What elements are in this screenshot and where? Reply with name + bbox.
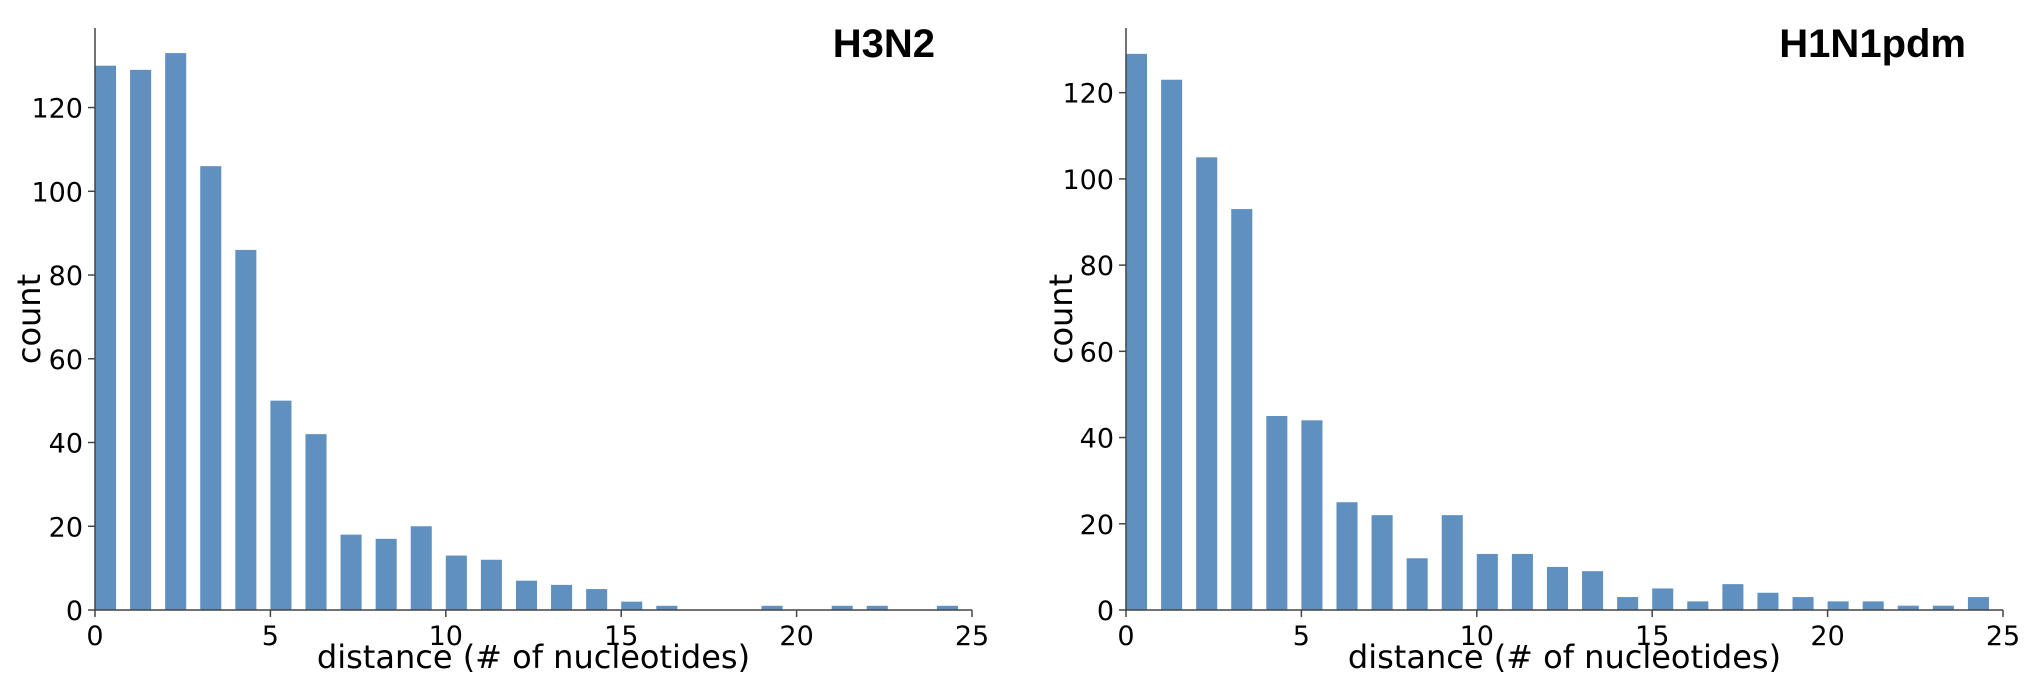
chart-title: H3N2 <box>833 22 935 66</box>
y-tick-label: 80 <box>1080 251 1114 282</box>
bar-1 <box>1161 79 1183 611</box>
x-tick-label: 20 <box>1810 621 1844 652</box>
bar-19 <box>761 605 783 610</box>
bar-9 <box>1441 515 1463 610</box>
bar-0 <box>1126 53 1148 611</box>
bar-1 <box>130 69 152 611</box>
x-tick-label: 5 <box>262 621 279 652</box>
bar-16 <box>656 605 678 610</box>
chart-title: H1N1pdm <box>1779 22 1966 66</box>
bar-20 <box>1827 601 1849 610</box>
bar-11 <box>1511 553 1533 610</box>
y-tick-label: 40 <box>1080 424 1114 455</box>
bar-10 <box>445 555 467 610</box>
panel-h3n2: 0 5 10 15 20 25 0 20 40 60 80 100 120 distance (# of … <box>10 22 989 676</box>
bar-13 <box>551 584 573 610</box>
x-tick-label: 25 <box>955 621 989 652</box>
bar-22 <box>866 605 888 610</box>
y-tick-label: 0 <box>1097 596 1114 627</box>
bar-0 <box>95 65 117 611</box>
bar-3 <box>200 166 222 611</box>
bar-4 <box>235 249 257 610</box>
x-tick-label: 0 <box>1117 621 1134 652</box>
bar-8 <box>375 538 397 610</box>
bar-6 <box>1336 502 1358 610</box>
y-tick-label: 60 <box>49 345 83 376</box>
bar-21 <box>831 605 853 610</box>
y-tick-label: 0 <box>66 596 83 627</box>
bar-18 <box>1757 592 1779 610</box>
bar-7 <box>1371 515 1393 610</box>
bar-7 <box>340 534 362 610</box>
y-tick-label: 20 <box>49 512 83 543</box>
bar-21 <box>1862 601 1884 610</box>
bar-22 <box>1897 605 1919 610</box>
bar-13 <box>1582 571 1604 610</box>
x-axis-title: distance (# of nucleotides) <box>317 638 750 676</box>
bar-5 <box>270 400 292 610</box>
bar-24 <box>1967 597 1989 610</box>
bar-10 <box>1476 553 1498 610</box>
bar-24 <box>936 605 958 610</box>
bar-2 <box>165 53 187 611</box>
y-axis-title: count <box>1042 274 1080 364</box>
bar-8 <box>1406 558 1428 610</box>
y-tick-label: 100 <box>31 177 83 208</box>
y-tick-label: 100 <box>1062 165 1114 196</box>
y-tick-label: 120 <box>1062 79 1114 110</box>
bar-12 <box>515 580 538 610</box>
y-tick-label: 120 <box>31 94 83 125</box>
bar-9 <box>410 526 432 610</box>
x-tick-label: 10 <box>1460 621 1494 652</box>
bar-17 <box>1722 584 1744 610</box>
bar-16 <box>1687 601 1709 610</box>
x-tick-label: 20 <box>779 621 813 652</box>
bar-11 <box>480 559 502 610</box>
bar-15 <box>1652 588 1674 610</box>
x-axis-title: distance (# of nucleotides) <box>1348 638 1781 676</box>
bar-2 <box>1196 157 1218 610</box>
bar-5 <box>1301 420 1323 610</box>
x-tick-label: 15 <box>604 621 638 652</box>
y-tick-label: 20 <box>1080 510 1114 541</box>
y-tick-label: 60 <box>1080 337 1114 368</box>
x-tick-label: 0 <box>86 621 103 652</box>
y-axis-title: count <box>10 274 48 364</box>
y-tick-label: 80 <box>49 261 83 292</box>
bar-3 <box>1231 209 1253 610</box>
y-tick-label: 40 <box>49 429 83 460</box>
x-tick-label: 15 <box>1635 621 1669 652</box>
x-tick-label: 5 <box>1293 621 1310 652</box>
panel-h1n1pdm: 0 5 10 15 20 25 0 20 40 60 80 100 120 distance (# of … <box>1042 22 2020 676</box>
x-tick-label: 25 <box>1986 621 2020 652</box>
bar-6 <box>305 434 327 610</box>
bar-4 <box>1266 416 1288 610</box>
x-tick-label: 10 <box>429 621 463 652</box>
bar-23 <box>1932 605 1954 610</box>
bar-19 <box>1792 597 1814 610</box>
bar-15 <box>621 601 643 610</box>
bar-14 <box>1617 597 1639 610</box>
bar-14 <box>586 589 608 610</box>
bar-12 <box>1546 566 1569 610</box>
